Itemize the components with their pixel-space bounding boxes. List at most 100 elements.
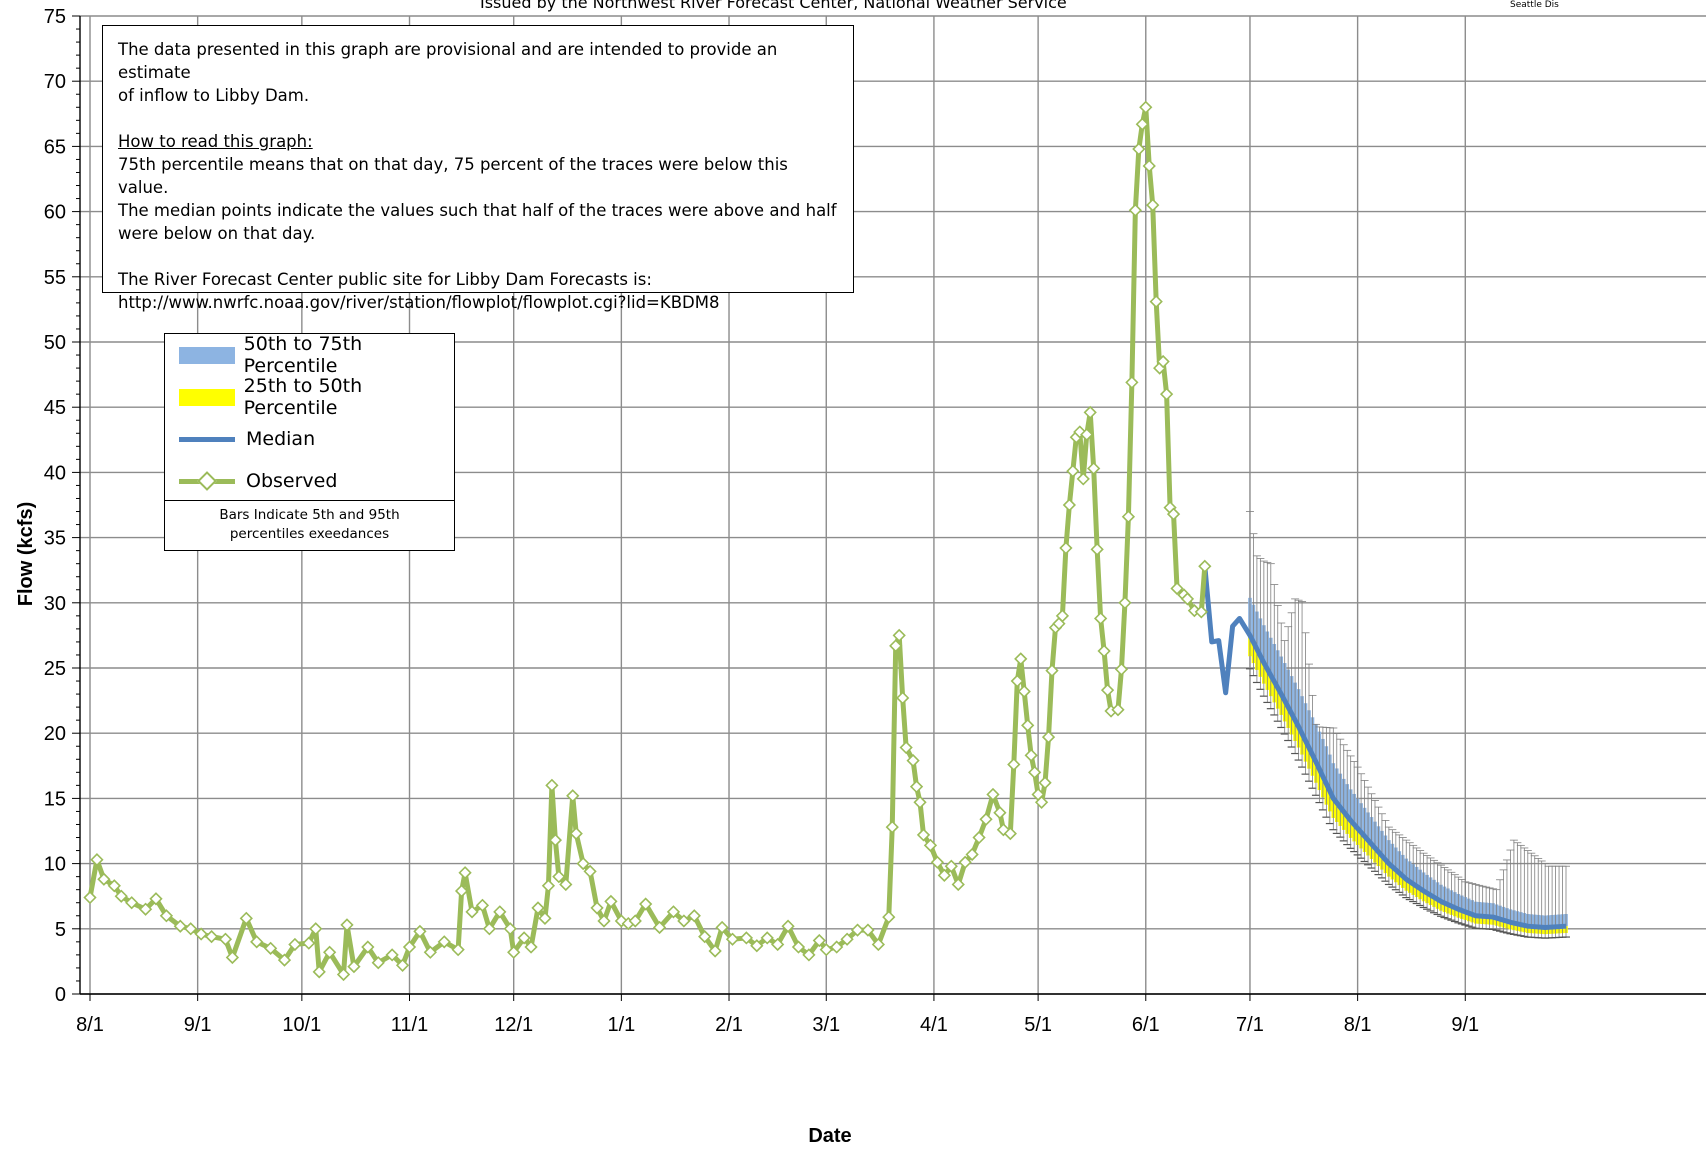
legend-item-p25-p50: 25th to 50th Percentile <box>165 375 454 419</box>
observed-point <box>951 877 965 892</box>
observed-point <box>569 826 583 841</box>
observed-point <box>909 780 924 794</box>
observed-point <box>541 879 556 893</box>
observed-point <box>218 932 233 946</box>
observed-point <box>1034 795 1049 809</box>
observed-point <box>423 945 437 959</box>
observed-point <box>1083 405 1097 420</box>
observed-point <box>1156 354 1170 369</box>
observed-point <box>83 890 97 905</box>
observed-point <box>1166 507 1181 521</box>
observed-point <box>812 933 826 948</box>
note-line: of inflow to Libby Dam. <box>118 86 310 105</box>
observed-point <box>385 948 399 962</box>
observed-point <box>1041 730 1056 744</box>
x-tick-label: 8/1 <box>76 1014 104 1036</box>
legend-label: Observed <box>246 470 338 492</box>
observed-point <box>1125 375 1139 390</box>
observed-point <box>698 929 712 944</box>
observed-point <box>277 953 292 967</box>
observed-point <box>507 945 521 959</box>
y-tick-label: 10 <box>44 854 66 876</box>
observed-point <box>944 859 958 873</box>
median-series <box>1202 566 1567 930</box>
y-tick-label: 65 <box>44 136 66 158</box>
x-tick-label: 4/1 <box>920 1014 948 1036</box>
observed-point <box>1149 294 1163 309</box>
observed-point <box>1014 652 1028 666</box>
observed-point <box>882 910 896 924</box>
note-line: The data presented in this graph are pro… <box>118 40 778 82</box>
y-tick-label: 35 <box>44 528 66 550</box>
observed-point <box>1180 592 1195 606</box>
x-tick-label: 1/1 <box>607 1014 635 1036</box>
observed-point <box>309 922 323 936</box>
observed-point <box>347 959 361 974</box>
y-tick-label: 40 <box>44 462 66 484</box>
observed-point <box>1080 427 1094 442</box>
observed-point <box>781 919 795 933</box>
info-note-box: The data presented in this graph are pro… <box>102 25 854 312</box>
legend: 50th to 75th Percentile 25th to 50th Per… <box>164 333 455 501</box>
observed-point <box>590 901 604 915</box>
observed-point <box>250 935 264 949</box>
observed-point <box>715 920 729 935</box>
chart-subtitle: Issued by the Northwest River Forecast C… <box>480 0 1067 12</box>
observed-series <box>83 100 1212 982</box>
observed-point <box>861 923 875 937</box>
observed-point <box>1087 461 1101 476</box>
observed-point <box>913 795 927 809</box>
observed-point <box>906 753 920 768</box>
observed-point <box>1003 826 1017 841</box>
observed-point <box>583 864 597 879</box>
observed-point <box>465 905 479 919</box>
observed-point <box>750 939 764 953</box>
observed-point <box>531 901 545 915</box>
observed-point <box>493 905 507 919</box>
observed-point <box>1007 757 1021 772</box>
y-tick-label: 0 <box>55 984 66 1006</box>
observed-point <box>159 909 174 923</box>
observed-point <box>1128 203 1142 217</box>
observed-point <box>194 927 208 941</box>
x-tick-label: 11/1 <box>391 1014 428 1036</box>
median-line <box>1202 566 1567 930</box>
observed-point <box>604 894 618 909</box>
legend-swatch-observed-line <box>179 466 244 496</box>
howto-heading: How to read this graph: <box>118 132 313 151</box>
observed-point <box>1090 542 1104 556</box>
observed-point <box>312 965 326 979</box>
forecast-url: http://www.nwrfc.noaa.gov/river/station/… <box>118 293 720 312</box>
observed-point <box>993 806 1007 820</box>
observed-point <box>288 937 302 952</box>
observed-point <box>771 937 785 952</box>
y-tick-label: 50 <box>44 332 66 354</box>
observed-point <box>923 838 938 852</box>
observed-point <box>628 914 642 928</box>
observed-point <box>666 905 681 919</box>
observed-point <box>90 853 104 867</box>
observed-point <box>760 931 774 945</box>
observed-point <box>1024 748 1038 762</box>
observed-point <box>1121 510 1136 524</box>
whisker-note-line: Bars Indicate 5th and 95th <box>219 507 400 523</box>
observed-point <box>395 958 410 972</box>
note-line: were below on that day. <box>118 224 316 243</box>
x-tick-label: 3/1 <box>812 1014 840 1036</box>
observed-point <box>1059 541 1073 555</box>
observed-point <box>336 967 351 982</box>
observed-point <box>802 948 816 962</box>
observed-point <box>597 914 611 928</box>
observed-point <box>204 929 219 944</box>
observed-point <box>1093 611 1108 626</box>
observed-point <box>871 937 885 952</box>
observed-point <box>451 943 465 957</box>
observed-point <box>899 740 913 755</box>
legend-label: 50th to 75th Percentile <box>243 333 363 377</box>
observed-point <box>1139 100 1153 114</box>
tick-labels: 0 5 10 15 20 25 30 35 40 45 50 55 60 65 70 75 8/1 9/1 10/1… <box>44 6 1479 1036</box>
observed-point <box>1028 765 1042 779</box>
x-tick-label: 9/1 <box>1451 1014 1479 1036</box>
observed-point <box>708 944 722 958</box>
observed-point <box>545 778 559 792</box>
